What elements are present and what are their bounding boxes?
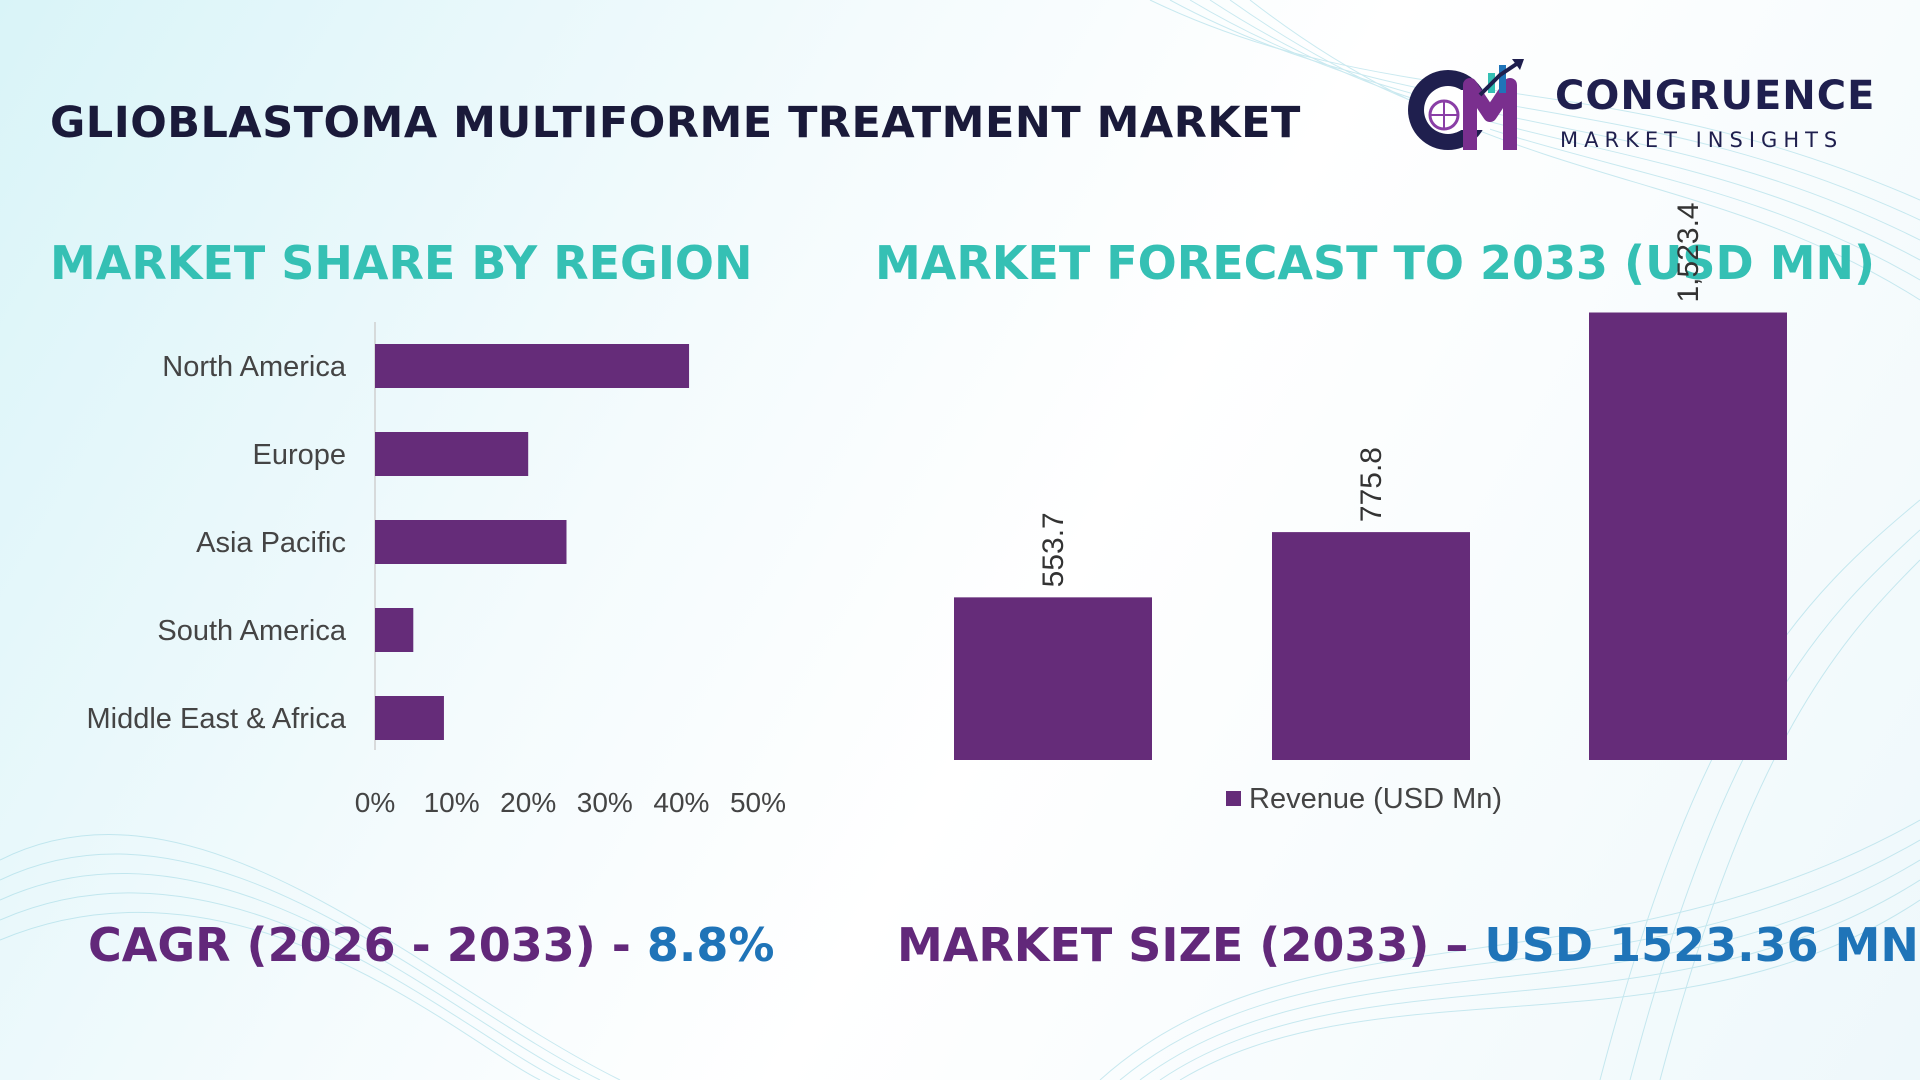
- market-size-label: MARKET SIZE (2033) –: [897, 918, 1469, 972]
- market-size-stat: MARKET SIZE (2033) – USD 1523.36 MN: [897, 918, 1919, 972]
- region-bar: [375, 608, 414, 652]
- region-bar: [375, 520, 567, 564]
- region-tick-label: 20%: [500, 787, 556, 818]
- logo-mark-icon: [1408, 59, 1524, 150]
- region-label: Middle East & Africa: [87, 703, 347, 735]
- region-bar: [375, 696, 444, 740]
- region-tick-label: 30%: [577, 787, 633, 818]
- region-label: South America: [157, 615, 346, 647]
- forecast-data-label: 553.7: [1037, 512, 1070, 587]
- company-logo: CONGRUENCE MARKET INSIGHTS: [1400, 55, 1874, 160]
- region-tick-label: 10%: [424, 787, 480, 818]
- legend-swatch: [1226, 791, 1241, 806]
- cagr-label: CAGR (2026 - 2033) -: [88, 918, 631, 972]
- logo-name: CONGRUENCE: [1555, 73, 1876, 119]
- region-bar: [375, 432, 529, 476]
- page-title: GLIOBLASTOMA MULTIFORME TREATMENT MARKET: [50, 98, 1301, 148]
- market-size-value: USD 1523.36 MN: [1484, 918, 1919, 972]
- forecast-bar: [954, 597, 1152, 760]
- cagr-stat: CAGR (2026 - 2033) - 8.8%: [88, 918, 774, 972]
- forecast-data-label: 775.8: [1355, 447, 1388, 522]
- cagr-value: 8.8%: [646, 918, 775, 972]
- logo-tagline: MARKET INSIGHTS: [1560, 128, 1844, 152]
- forecast-title: MARKET FORECAST TO 2033 (USD MN): [875, 236, 1876, 290]
- region-bar: [375, 344, 690, 388]
- region-tick-label: 40%: [653, 787, 709, 818]
- forecast-bar: [1272, 532, 1470, 760]
- region-tick-label: 0%: [355, 787, 395, 818]
- forecast-data-label: 1,523.4: [1672, 202, 1705, 302]
- legend-label: Revenue (USD Mn): [1249, 783, 1502, 815]
- region-share-title: MARKET SHARE BY REGION: [50, 236, 753, 290]
- forecast-bar: [1589, 312, 1787, 760]
- region-tick-label: 50%: [730, 787, 786, 818]
- region-label: Europe: [252, 439, 346, 471]
- region-label: North America: [162, 351, 347, 383]
- region-label: Asia Pacific: [196, 527, 346, 559]
